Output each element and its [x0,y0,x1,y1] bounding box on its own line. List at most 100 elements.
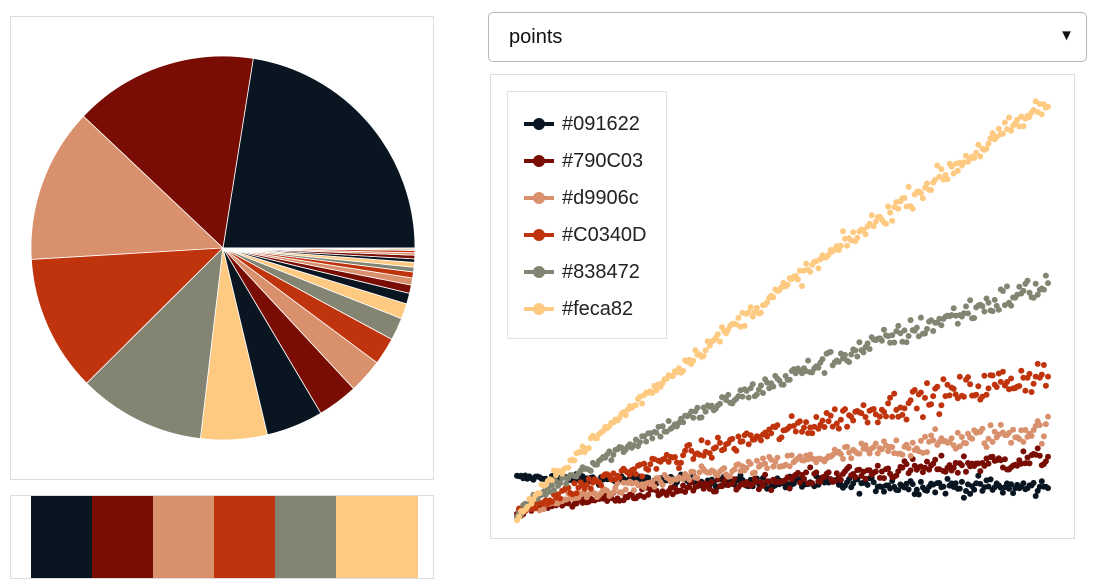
scatter-point [883,220,889,227]
scatter-point [819,417,826,424]
legend-marker-icon [522,152,556,170]
scatter-point [1028,389,1035,395]
scatter-point [907,467,914,474]
scatter-point [708,454,715,461]
legend-item[interactable]: #C0340D [522,220,647,250]
scatter-point [819,356,826,363]
scatter-point [686,476,693,483]
scatter-point [954,320,961,327]
scatter-point [794,276,801,283]
scatter-point [1008,439,1015,446]
scatter-point [952,480,959,487]
palette-swatch [214,496,275,578]
palette-swatch [336,496,418,578]
scatter-point [700,353,707,359]
legend-marker-icon [522,263,556,281]
scatter-point [1042,272,1049,279]
scatter-point [745,309,752,316]
scatter-point [967,490,974,497]
scatter-point [965,310,971,317]
scatter-point [885,400,892,407]
scatter-point [967,297,974,304]
scatter-point [680,419,687,426]
scatter-point [852,347,859,354]
scatter-point [678,459,684,466]
scatter-point [977,480,984,487]
scatter-point [997,378,1004,385]
scatter-point [698,437,705,444]
scatter-point [690,414,697,421]
legend-item[interactable]: #091622 [522,109,640,139]
scatter-point [799,283,805,289]
scatter-point [753,304,760,311]
scatter-point [840,455,846,462]
scatter-point [858,410,865,417]
scatter-point [936,173,943,180]
scatter-point [852,474,859,480]
scatter-point [936,411,943,418]
scatter-point [649,478,656,485]
scatter-series [514,413,1051,521]
scatter-point [856,490,863,497]
scatter-point [774,454,781,461]
scatter-point [1001,119,1008,126]
scatter-point [924,449,930,456]
scatter-point [874,419,881,426]
scatter-point [598,482,605,489]
scatter-point [721,446,728,453]
legend-item[interactable]: #838472 [522,257,640,287]
scatter-point [938,322,945,329]
legend-item[interactable]: #790C03 [522,146,643,176]
scatter-point [895,487,902,494]
scatter-point [889,217,896,224]
scatter-point [645,466,652,473]
legend-item[interactable]: #feca82 [522,294,633,324]
scatter-point [954,167,961,174]
scatter-point [985,460,992,467]
scatter-point [1004,379,1010,385]
scatter-point [760,482,766,489]
pie-slice [222,57,416,249]
scatter-point [548,477,555,484]
scatter-point [645,474,652,481]
scatter-point [975,383,982,390]
scatter-point [803,469,810,476]
scatter-point [702,347,709,354]
scatter-point [932,489,939,496]
pie-chart-panel [10,16,434,480]
scatter-point [899,411,906,418]
chart-mode-select[interactable]: points ▼ [488,12,1087,62]
pie-chart [30,55,416,441]
legend-item[interactable]: #d9906c [522,183,639,213]
scatter-point [928,187,935,193]
scatter-point [813,414,820,420]
scatter-point [874,450,881,457]
scatter-point [862,231,869,238]
scatter-point [1038,440,1045,447]
scatter-point [1032,280,1039,287]
scatter-point [1022,427,1029,433]
scatter-point [587,485,594,492]
scatter-point [694,404,701,411]
scatter-point [745,441,752,448]
scatter-point [557,495,564,502]
scatter-point [696,469,703,476]
scatter-point [749,381,756,388]
scatter-point [911,387,918,393]
scatter-point [647,461,654,468]
scatter-point [989,308,996,315]
scatter-point [1038,478,1045,485]
scatter-point [1016,383,1023,389]
scatter-point [821,424,828,430]
palette-swatch-row [31,496,418,578]
scatter-point [712,444,719,451]
scatter-point [889,413,896,420]
scatter-point [815,364,822,371]
palette-swatch-panel [10,495,434,579]
scatter-point [704,439,711,446]
scatter-point [540,506,547,513]
scatter-point [895,322,902,329]
scatter-point [960,494,967,501]
scatter-point [780,381,787,388]
scatter-point [1026,370,1033,377]
